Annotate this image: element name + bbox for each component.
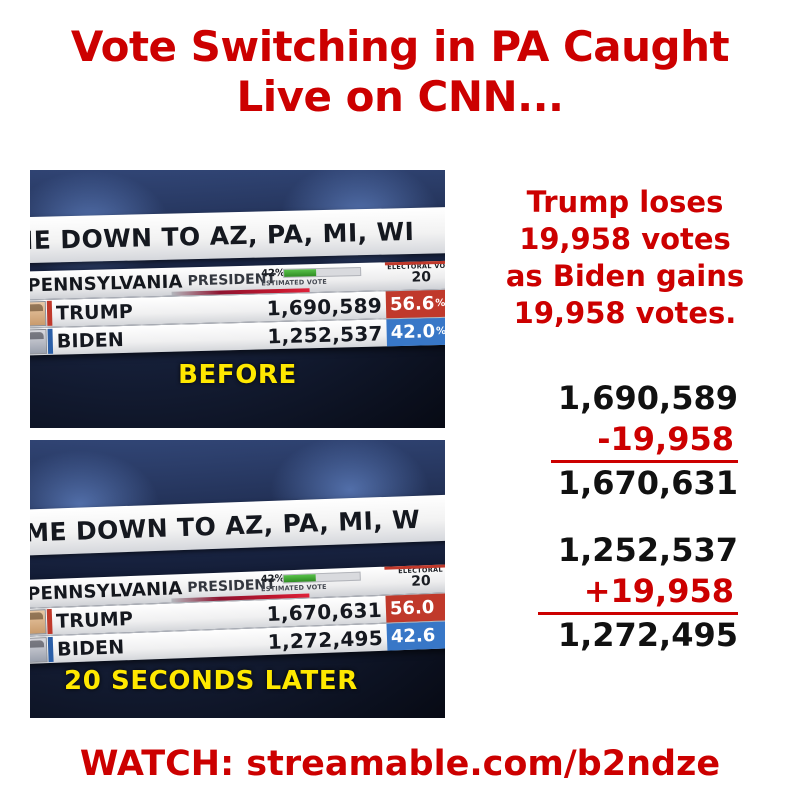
headline-line-1: Vote Switching in PA Caught bbox=[70, 22, 730, 71]
biden-delta-value: +19,958 bbox=[537, 571, 738, 615]
trump-start-value: 1,690,589 bbox=[557, 379, 738, 417]
summary-line-4: 19,958 votes. bbox=[513, 296, 737, 331]
estimated-vote-label-after: ESTIMATED VOTE bbox=[260, 582, 327, 594]
candidate-percent-value: 56.0 bbox=[389, 596, 435, 620]
summary-line-3: as Biden gains bbox=[505, 259, 745, 294]
candidate-percent-value: 42.6 bbox=[390, 624, 436, 648]
results-card-after: PENNSYLVANIA PRESIDENT 42% ESTIMATED VOT… bbox=[30, 564, 445, 664]
summary-text: Trump loses 19,958 votes as Biden gains … bbox=[460, 184, 790, 332]
estimated-vote-pct-before: 42% bbox=[261, 267, 286, 280]
candidate-photo-icon bbox=[30, 328, 48, 355]
party-color-bar bbox=[46, 300, 53, 326]
candidate-percent-symbol: % bbox=[435, 325, 445, 338]
biden-delta-row: +19,958 bbox=[470, 571, 790, 615]
estimated-vote-label-before: ESTIMATED VOTE bbox=[261, 277, 328, 288]
candidate-name: BIDEN bbox=[56, 328, 125, 353]
candidate-percent: 56.0 bbox=[385, 592, 445, 623]
summary-line-2: 19,958 votes bbox=[519, 222, 731, 257]
candidate-name: BIDEN bbox=[56, 635, 125, 661]
candidate-votes: 1,272,495 bbox=[267, 625, 384, 654]
candidate-percent-symbol: % bbox=[435, 297, 445, 310]
candidate-name: TRUMP bbox=[55, 607, 134, 633]
estimated-vote-bar-before bbox=[283, 266, 362, 278]
state-name-before: PENNSYLVANIA bbox=[30, 270, 183, 296]
candidate-percent-value: 42.0 bbox=[390, 321, 436, 344]
estimated-vote-bar-fill-before bbox=[284, 269, 317, 277]
candidate-percent: 42.0% bbox=[386, 317, 445, 347]
screenshot-after: ME DOWN TO AZ, PA, MI, W PENNSYLVANIA PR… bbox=[30, 440, 445, 718]
party-color-bar bbox=[47, 636, 54, 663]
arithmetic-block: 1,690,589 -19,958 1,670,631 1,252,537 +1… bbox=[470, 378, 790, 656]
party-color-bar bbox=[47, 328, 54, 354]
estimated-vote-bar-fill-after bbox=[283, 574, 316, 583]
candidate-votes: 1,690,589 bbox=[266, 292, 383, 320]
candidate-photo-icon bbox=[30, 609, 47, 635]
candidate-percent: 42.6 bbox=[386, 620, 445, 651]
biden-end-value: 1,272,495 bbox=[557, 615, 738, 654]
candidate-percent-value: 56.6 bbox=[389, 293, 435, 316]
trump-delta-value: -19,958 bbox=[551, 419, 738, 463]
party-color-bar bbox=[46, 608, 53, 635]
candidate-percent: 56.6% bbox=[385, 289, 445, 319]
page-title: Vote Switching in PA Caught Live on CNN.… bbox=[0, 22, 800, 121]
biden-start-value: 1,252,537 bbox=[557, 530, 738, 569]
arithmetic-spacer bbox=[470, 504, 790, 530]
electoral-vote-box-before: ELECTORAL VOTE 20 bbox=[384, 260, 445, 290]
candidate-name: TRUMP bbox=[55, 300, 134, 325]
electoral-vote-box-after: ELECTORAL 20 bbox=[384, 564, 445, 594]
summary-line-1: Trump loses bbox=[526, 185, 724, 219]
state-name-after: PENNSYLVANIA bbox=[30, 577, 183, 605]
estimated-vote-bar-after bbox=[282, 571, 361, 584]
headline-line-2: Live on CNN... bbox=[236, 71, 564, 121]
estimated-vote-pct-after: 42% bbox=[260, 573, 285, 586]
trump-delta-row: -19,958 bbox=[470, 419, 790, 463]
watch-link[interactable]: WATCH: streamable.com/b2ndze bbox=[79, 744, 721, 784]
screenshot-before: IE DOWN TO AZ, PA, MI, WI PENNSYLVANIA P… bbox=[30, 170, 445, 428]
electoral-vote-count-after: 20 bbox=[410, 573, 431, 590]
results-card-before: PENNSYLVANIA PRESIDENT 42% ESTIMATED VOT… bbox=[30, 260, 445, 356]
candidate-photo-icon bbox=[30, 300, 47, 327]
candidate-photo-icon bbox=[30, 637, 48, 663]
electoral-vote-count-before: 20 bbox=[411, 269, 432, 286]
before-label: BEFORE bbox=[178, 360, 297, 390]
candidate-votes: 1,252,537 bbox=[267, 320, 383, 348]
after-label: 20 SECONDS LATER bbox=[64, 666, 358, 696]
tv-broadcast-after: ME DOWN TO AZ, PA, MI, W PENNSYLVANIA PR… bbox=[30, 440, 445, 718]
trump-end-value: 1,670,631 bbox=[557, 463, 738, 502]
candidate-votes: 1,670,631 bbox=[266, 597, 383, 626]
tv-broadcast-before: IE DOWN TO AZ, PA, MI, WI PENNSYLVANIA P… bbox=[30, 170, 445, 428]
